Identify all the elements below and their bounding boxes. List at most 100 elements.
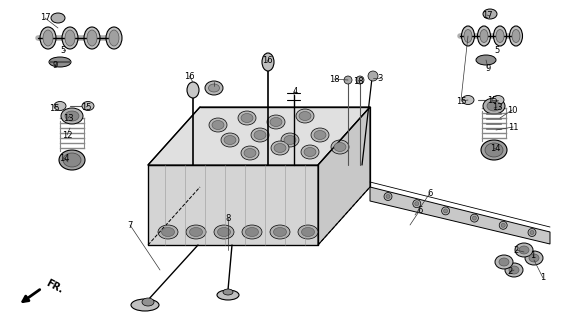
Text: 9: 9 — [53, 60, 58, 69]
Ellipse shape — [476, 55, 496, 65]
Ellipse shape — [109, 30, 119, 46]
Ellipse shape — [270, 225, 290, 239]
Ellipse shape — [298, 225, 318, 239]
Ellipse shape — [87, 30, 97, 46]
Circle shape — [528, 228, 536, 236]
Ellipse shape — [158, 225, 178, 239]
Ellipse shape — [270, 117, 282, 126]
Ellipse shape — [487, 101, 501, 111]
Text: 6: 6 — [417, 205, 423, 214]
Ellipse shape — [65, 111, 79, 121]
Circle shape — [356, 76, 364, 84]
Ellipse shape — [244, 148, 256, 157]
Circle shape — [413, 200, 421, 208]
Ellipse shape — [187, 82, 199, 98]
Ellipse shape — [492, 95, 504, 105]
Text: 4: 4 — [292, 86, 298, 95]
Ellipse shape — [495, 255, 513, 269]
Circle shape — [501, 223, 505, 227]
Text: 14: 14 — [59, 154, 69, 163]
Text: 8: 8 — [225, 213, 231, 222]
Ellipse shape — [241, 114, 253, 123]
Ellipse shape — [281, 133, 299, 147]
Ellipse shape — [299, 111, 311, 121]
Circle shape — [386, 195, 390, 198]
Text: 2: 2 — [507, 268, 513, 276]
Text: 11: 11 — [507, 123, 518, 132]
Ellipse shape — [190, 228, 202, 236]
Text: 15: 15 — [487, 95, 497, 105]
Ellipse shape — [302, 228, 314, 236]
Circle shape — [470, 214, 479, 222]
Text: 9: 9 — [486, 63, 491, 73]
Ellipse shape — [51, 13, 65, 23]
Ellipse shape — [334, 142, 346, 151]
Ellipse shape — [212, 121, 224, 130]
Ellipse shape — [84, 27, 100, 49]
Text: FR.: FR. — [44, 278, 65, 296]
Text: 17: 17 — [40, 12, 50, 21]
Circle shape — [442, 207, 450, 215]
Polygon shape — [318, 107, 370, 245]
Text: 17: 17 — [481, 11, 492, 20]
Text: 2: 2 — [513, 245, 518, 254]
Circle shape — [384, 193, 392, 201]
Ellipse shape — [274, 143, 286, 153]
Text: 1: 1 — [540, 274, 546, 283]
Ellipse shape — [43, 30, 53, 46]
Ellipse shape — [311, 128, 329, 142]
Ellipse shape — [246, 228, 258, 236]
Ellipse shape — [301, 145, 319, 159]
Ellipse shape — [525, 251, 543, 265]
Ellipse shape — [515, 243, 533, 257]
Ellipse shape — [214, 225, 234, 239]
Ellipse shape — [267, 115, 285, 129]
Ellipse shape — [224, 135, 236, 145]
Ellipse shape — [241, 146, 259, 160]
Ellipse shape — [59, 150, 85, 170]
Ellipse shape — [494, 26, 506, 46]
Text: 7: 7 — [127, 220, 133, 229]
Ellipse shape — [49, 57, 71, 67]
Ellipse shape — [209, 84, 220, 92]
Ellipse shape — [271, 141, 289, 155]
Ellipse shape — [242, 225, 262, 239]
Ellipse shape — [217, 290, 239, 300]
Ellipse shape — [262, 53, 274, 71]
Ellipse shape — [254, 131, 266, 140]
Ellipse shape — [509, 26, 523, 46]
Ellipse shape — [529, 254, 539, 262]
Text: 10: 10 — [507, 106, 517, 115]
Circle shape — [368, 71, 378, 81]
Text: 5: 5 — [494, 45, 499, 54]
Circle shape — [499, 221, 507, 229]
Ellipse shape — [512, 29, 520, 43]
Ellipse shape — [462, 95, 474, 105]
Ellipse shape — [106, 27, 122, 49]
Ellipse shape — [296, 109, 314, 123]
Text: 15: 15 — [81, 102, 91, 111]
Ellipse shape — [304, 148, 316, 156]
Ellipse shape — [142, 298, 154, 306]
Ellipse shape — [273, 228, 287, 236]
Ellipse shape — [464, 29, 472, 43]
Ellipse shape — [499, 258, 509, 266]
Ellipse shape — [483, 9, 497, 19]
Circle shape — [415, 202, 419, 206]
Ellipse shape — [131, 299, 159, 311]
Ellipse shape — [331, 140, 349, 154]
Polygon shape — [370, 187, 550, 244]
Ellipse shape — [65, 30, 75, 46]
Ellipse shape — [186, 225, 206, 239]
Ellipse shape — [40, 27, 56, 49]
Text: 12: 12 — [62, 131, 72, 140]
Text: 18: 18 — [353, 76, 364, 85]
Ellipse shape — [284, 135, 296, 145]
Circle shape — [344, 76, 352, 84]
Ellipse shape — [82, 101, 94, 110]
Text: 16: 16 — [262, 55, 272, 65]
Circle shape — [443, 209, 447, 213]
Ellipse shape — [209, 118, 227, 132]
Ellipse shape — [217, 228, 231, 236]
Ellipse shape — [205, 81, 223, 95]
